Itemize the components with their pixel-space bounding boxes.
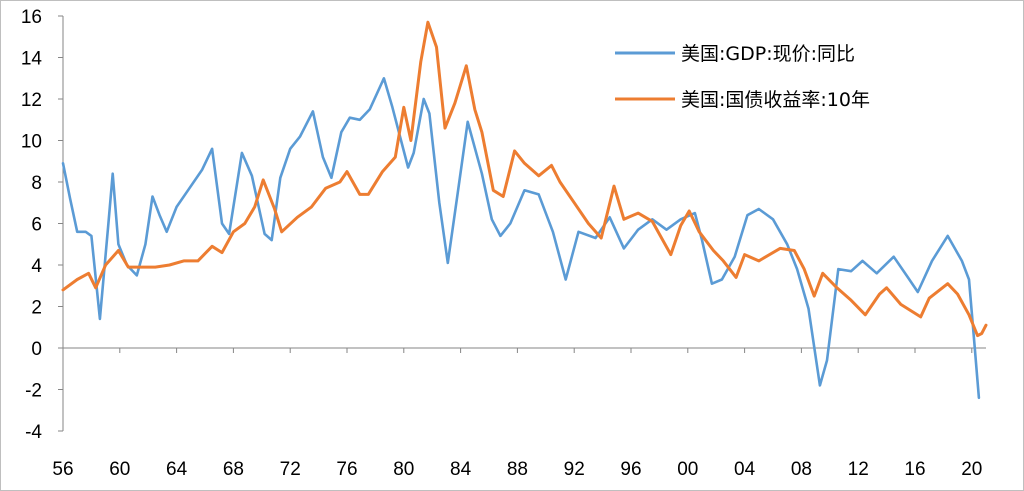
- x-tick-label: 12: [848, 459, 869, 480]
- y-tick-label: 14: [21, 49, 43, 70]
- x-tick-label: 76: [336, 459, 357, 480]
- y-tick-label: 12: [21, 90, 42, 111]
- x-tick-label: 92: [564, 459, 585, 480]
- x-tick-label: 80: [393, 459, 414, 480]
- x-tick-label: 08: [791, 459, 812, 480]
- y-tick-label: 4: [31, 256, 42, 277]
- x-tick-label: 04: [734, 459, 756, 480]
- x-tick-label: 84: [450, 459, 472, 480]
- x-tick-label: 72: [280, 459, 301, 480]
- y-tick-label: 0: [31, 339, 42, 360]
- x-tick-label: 68: [223, 459, 244, 480]
- series-line-treasury: [61, 20, 988, 338]
- series-layer: [61, 20, 988, 400]
- y-tick-label: 10: [21, 132, 42, 153]
- x-tick-label: 64: [166, 459, 188, 480]
- x-tick-label: 16: [904, 459, 925, 480]
- series-line-gdp: [61, 77, 981, 400]
- legend-label-gdp: 美国:GDP:现价:同比: [681, 43, 855, 65]
- y-tick-label: -4: [25, 422, 42, 443]
- legend-label-treasury: 美国:国债收益率:10年: [681, 89, 870, 111]
- legend-entry-gdp: 美国:GDP:现价:同比: [615, 43, 855, 65]
- x-tick-label: 56: [52, 459, 73, 480]
- y-tick-label: 6: [31, 215, 42, 236]
- x-tick-label: 88: [507, 459, 528, 480]
- x-tick-label: 00: [677, 459, 698, 480]
- x-tick-label: 60: [109, 459, 130, 480]
- legend: 美国:GDP:现价:同比 美国:国债收益率:10年: [615, 43, 870, 111]
- x-tick-label: 96: [620, 459, 641, 480]
- y-tick-label: 16: [21, 7, 42, 28]
- y-tick-label: -2: [25, 381, 42, 402]
- legend-entry-treasury: 美国:国债收益率:10年: [615, 89, 870, 111]
- x-tick-label: 20: [961, 459, 982, 480]
- y-tick-label: 8: [31, 173, 42, 194]
- y-tick-label: 2: [31, 298, 42, 319]
